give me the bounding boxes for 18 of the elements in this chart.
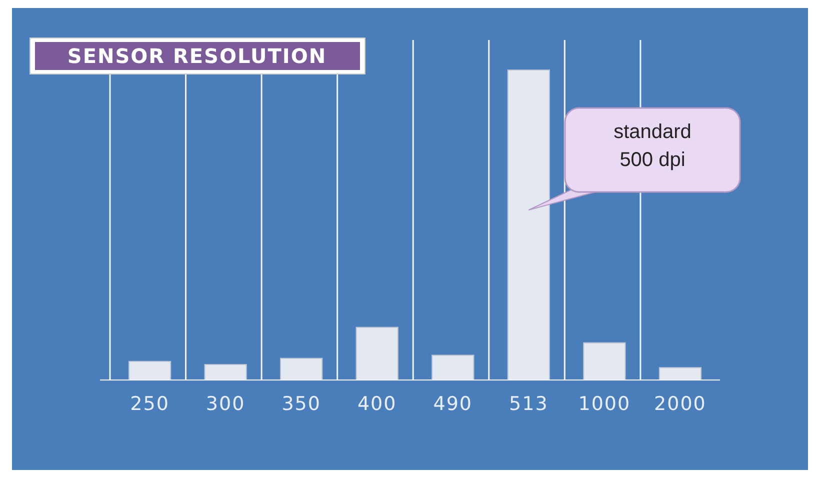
- x-tick-label: 2000: [654, 393, 706, 415]
- x-tick-label: 300: [206, 393, 246, 415]
- bar: [432, 354, 474, 380]
- bar: [583, 342, 626, 380]
- annotation: standard 500 dpi: [614, 121, 692, 171]
- x-tick-label: 250: [130, 393, 170, 415]
- bar: [658, 367, 702, 380]
- x-tick-label: 490: [433, 393, 473, 415]
- bar: [280, 358, 323, 380]
- x-tick-label: 400: [357, 393, 397, 415]
- bar: [128, 360, 172, 380]
- x-tick-label: 350: [282, 393, 321, 415]
- x-tick-label: 513: [509, 393, 548, 415]
- bar: [204, 364, 247, 380]
- chart-title: SENSOR RESOLUTION: [67, 44, 327, 68]
- callout: standard 500 dpi: [528, 107, 741, 210]
- x-tick-label: 1000: [578, 393, 631, 415]
- bar: [356, 326, 398, 380]
